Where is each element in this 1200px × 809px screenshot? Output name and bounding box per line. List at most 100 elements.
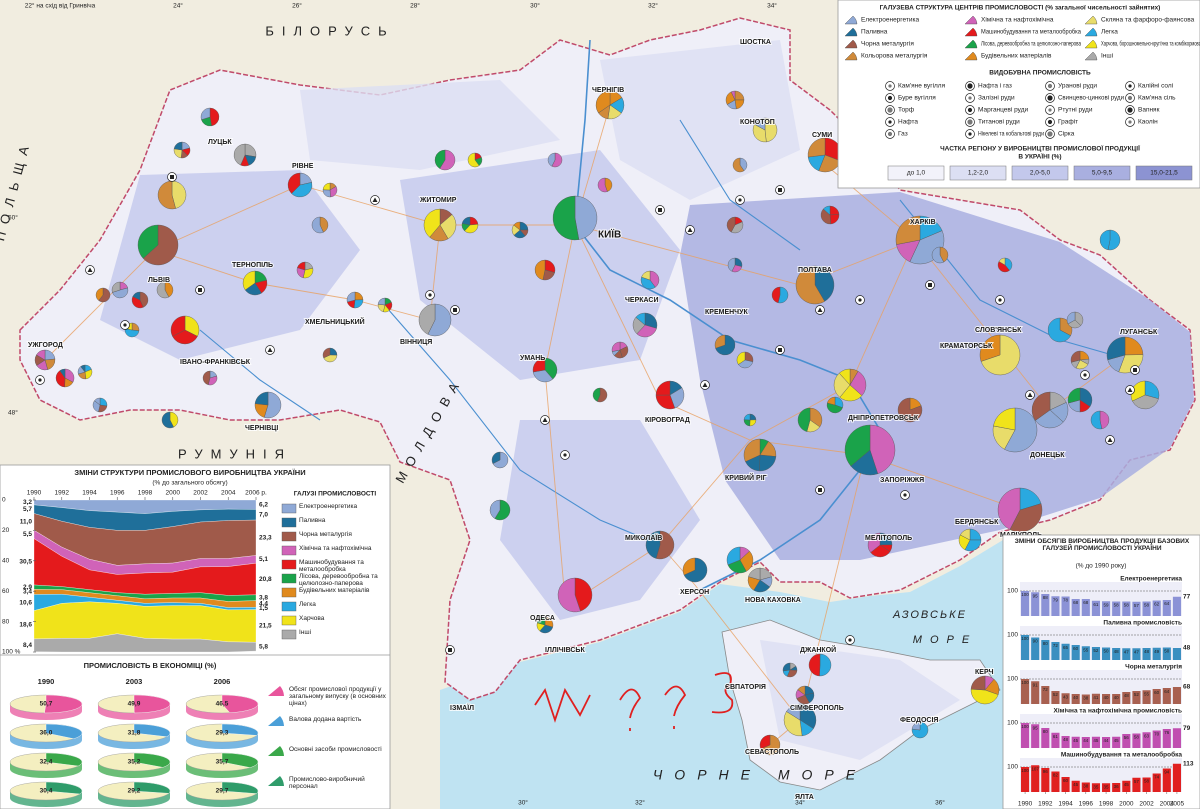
chart-title: Машинобудування та металообробка	[1061, 751, 1183, 759]
bar	[1142, 648, 1151, 660]
city-pie-slice	[849, 370, 867, 396]
bar	[1122, 692, 1131, 704]
city-pie-slice	[814, 265, 835, 302]
city-pie-slice	[202, 370, 211, 386]
city-pie-slice	[635, 312, 646, 326]
bar	[1091, 600, 1100, 616]
bar	[1051, 732, 1060, 748]
city-label: ДОНЕЦЬК	[1030, 452, 1065, 459]
value-label: 58	[1144, 603, 1150, 608]
city-pie-slice	[1004, 407, 1038, 453]
chart-title: ПРОМИСЛОВІСТЬ В ЕКОНОМІЦІ (%)	[84, 661, 217, 670]
city-pie-slice	[714, 334, 726, 349]
sea-label: АЗОВСЬКЕ	[892, 609, 967, 621]
city-label: ПОЛТАВА	[798, 267, 832, 274]
mining-symbol-glyph	[542, 417, 548, 422]
city-pie-slice	[1106, 336, 1126, 361]
city-pie-slice	[139, 291, 149, 308]
city-pie-slice	[532, 357, 546, 373]
value-label: 40	[1104, 695, 1110, 700]
legend-panel	[837, 0, 1200, 189]
bar	[1041, 594, 1050, 616]
legend: ГАЛУЗЕВА СТРУКТУРА ЦЕНТРІВ ПРОМИСЛОВОСТІ…	[844, 4, 1200, 181]
city-pie-slice	[655, 394, 676, 410]
bar	[1071, 694, 1080, 704]
x-tick-label: 1998	[138, 490, 153, 497]
city-pie-slice	[170, 315, 186, 337]
bar	[1132, 691, 1141, 704]
bar	[1132, 777, 1141, 792]
value-label: 64	[1164, 601, 1170, 606]
legend-title: ВИДОБУВНА ПРОМИСЛОВІСТЬ	[989, 70, 1091, 77]
value-label: 48	[1183, 645, 1191, 652]
value-label: 80	[1043, 729, 1049, 734]
chart-title: ЗМІНИ СТРУКТУРИ ПРОМИСЛОВОГО ВИРОБНИЦТВА…	[74, 468, 305, 477]
city-pie-slice	[461, 216, 471, 226]
mining-symbol-glyph	[738, 198, 742, 202]
city-pie-slice	[1066, 311, 1076, 325]
city-pie-slice	[297, 261, 306, 271]
value-label: 52	[1134, 692, 1140, 697]
y-tick-label: 100	[1007, 676, 1018, 683]
value-label: 77	[1183, 593, 1191, 600]
bar	[1091, 736, 1100, 748]
value-label: 45	[1073, 738, 1079, 743]
city-pie-slice	[655, 380, 671, 396]
city-pie-slice	[1047, 317, 1071, 343]
bar	[1112, 648, 1121, 660]
city-label: КЕРЧ	[975, 669, 994, 676]
city-pie-slice	[636, 324, 657, 338]
bar	[1162, 600, 1171, 616]
city-pie-slice	[184, 315, 200, 337]
value-label: 5,7	[23, 506, 32, 513]
city-pie-slice	[1107, 229, 1121, 251]
city-pie-slice	[1009, 503, 1043, 533]
legend-label: Нафта	[898, 119, 918, 126]
value-label: 5,1	[259, 556, 268, 563]
city-pie-slice	[132, 291, 141, 301]
legend-title: ГАЛУЗІ ПРОМИСЛОВОСТІ	[294, 491, 377, 498]
value-label: 95	[1033, 593, 1039, 598]
bar	[1122, 648, 1131, 660]
city-pie-slice	[895, 215, 921, 245]
city-label: ЧЕРНІВЦІ	[245, 425, 278, 432]
legend-label: Кам'яна сіль	[1138, 94, 1176, 102]
bar	[1091, 647, 1100, 660]
mining-symbol-glyph	[1027, 392, 1033, 397]
value-label: 32,4	[40, 759, 53, 766]
value-label: 60	[1154, 690, 1160, 695]
bar	[1051, 596, 1060, 616]
city-pie-slice	[171, 180, 187, 209]
y-tick-label: 100	[1007, 588, 1018, 595]
city-label: БЕРДЯНСЬК	[955, 519, 999, 526]
chart-subtitle: (% до загального обсягу)	[152, 479, 227, 487]
value-label: 7,0	[259, 511, 268, 518]
bar	[1152, 730, 1161, 748]
bar	[1051, 691, 1060, 704]
value-label: 55	[1083, 647, 1089, 652]
legend-label: Лісова, деревообробна та целюлозно-папер…	[981, 40, 1081, 48]
value-label: 3,2	[23, 499, 32, 506]
city-pie-slice	[764, 117, 778, 143]
value-label: 76	[1164, 730, 1170, 735]
legend-symbol-glyph	[968, 96, 972, 100]
y-tick-label: 100 %	[2, 649, 21, 656]
city-label: ДНІПРОПЕТРОВСЬК	[848, 415, 919, 422]
legend-label: Будівельних матеріалів	[299, 587, 370, 594]
bar	[1122, 734, 1131, 748]
legend-label-box: Будівельних матеріалів	[299, 587, 370, 594]
legend-label: Залізні руди	[978, 94, 1015, 102]
city-pie-slice	[759, 734, 771, 750]
bar	[1162, 688, 1171, 704]
value-label: 11,0	[20, 519, 33, 526]
value-label: 58	[1134, 735, 1140, 740]
city-pie-slice	[808, 653, 821, 677]
city-pie-slice	[467, 152, 480, 168]
city-pie-slice	[727, 257, 736, 272]
handwriting	[534, 672, 734, 731]
city-pie-slice	[80, 364, 86, 373]
legend-label: Титанові руди	[978, 118, 1020, 126]
bar	[1172, 648, 1181, 660]
value-label: 68	[1183, 684, 1191, 691]
